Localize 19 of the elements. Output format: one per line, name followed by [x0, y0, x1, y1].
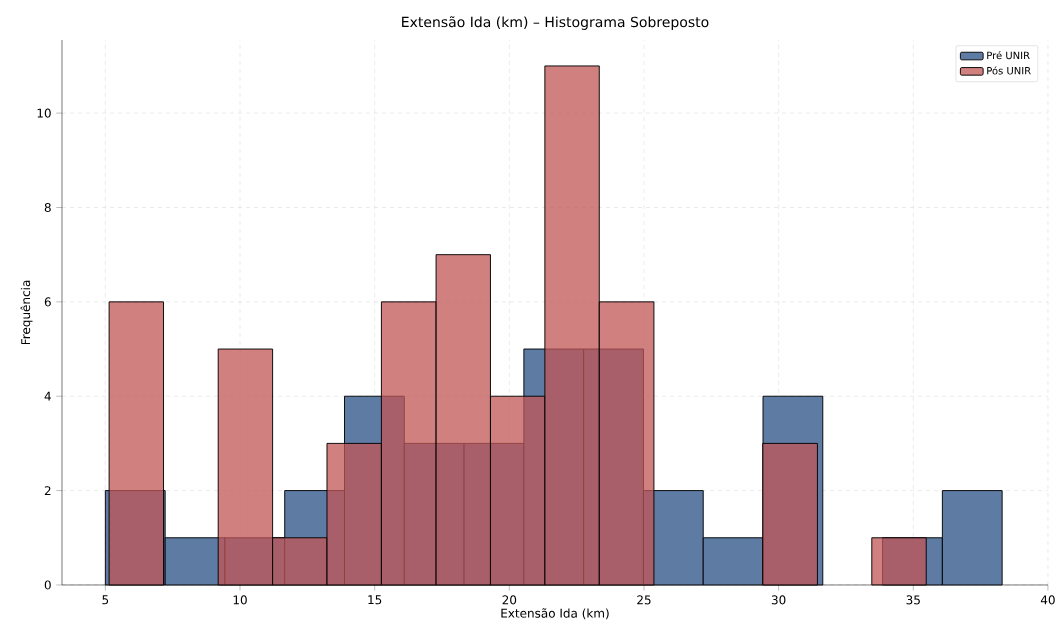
legend-label: Pós UNIR — [987, 66, 1031, 75]
y-tick-label: 4 — [44, 391, 51, 401]
x-tick-label: 25 — [637, 595, 651, 605]
y-axis-title: Frequência — [20, 280, 33, 345]
x-tick-label: 15 — [368, 595, 382, 605]
x-tick-label: 20 — [502, 595, 517, 605]
x-tick-label: 10 — [233, 595, 247, 605]
y-tick-label: 2 — [44, 486, 51, 496]
x-tick-label: 40 — [1040, 595, 1055, 605]
x-tick-label: 35 — [906, 595, 920, 605]
chart-title: Extensão Ida (km) – Histograma Sobreposto — [402, 16, 709, 30]
x-tick-label: 5 — [102, 595, 109, 605]
y-tick-label: 6 — [44, 297, 51, 307]
y-tick-label: 10 — [37, 108, 51, 118]
x-tick-label: 30 — [771, 595, 786, 605]
legend-label: Pré UNIR — [987, 51, 1030, 60]
y-tick-label: 8 — [44, 202, 51, 213]
y-tick-label: 0 — [44, 580, 51, 590]
x-axis-title: Extensão Ida (km) — [501, 608, 609, 620]
